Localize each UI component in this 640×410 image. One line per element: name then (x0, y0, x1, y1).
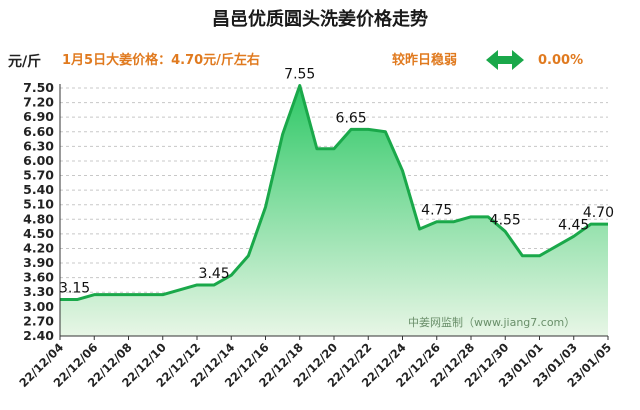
y-tick-label: 4.50 (23, 226, 54, 241)
y-tick-label: 6.90 (23, 109, 54, 124)
price-info-text: 1月5日大姜价格：4.70元/斤左右 (62, 52, 260, 68)
data-label: 4.55 (490, 212, 521, 228)
y-tick-label: 2.40 (23, 328, 54, 343)
price-area (60, 85, 608, 336)
data-labels: 3.15 3.45 7.55 6.65 4.75 4.55 4.454.70 (59, 67, 614, 297)
chart-title: 昌邑优质圆头洗姜价格走势 (212, 8, 428, 30)
change-percent: 0.00% (538, 53, 583, 68)
y-tick-label: 5.70 (23, 168, 54, 183)
data-label: 7.55 (284, 67, 315, 83)
y-tick-label: 2.70 (23, 313, 54, 328)
y-axis-ticks: 2.402.703.003.303.603.904.204.504.805.10… (23, 80, 54, 343)
compare-text: 较昨日稳弱 (392, 52, 457, 68)
y-tick-label: 6.00 (23, 153, 54, 168)
data-label: 4.70 (583, 205, 614, 221)
data-label: 4.45 (558, 217, 589, 233)
y-tick-label: 3.90 (23, 255, 54, 270)
x-axis-ticks: 22/12/0422/12/0622/12/0822/12/1022/12/12… (16, 336, 614, 390)
y-tick-label: 6.30 (23, 138, 54, 153)
price-line (60, 84, 608, 302)
data-label: 3.45 (199, 266, 230, 282)
y-tick-label: 3.00 (23, 299, 54, 314)
y-tick-label: 4.80 (23, 211, 54, 226)
y-tick-label: 4.20 (23, 240, 54, 255)
y-tick-label: 3.30 (23, 284, 54, 299)
y-tick-label: 6.60 (23, 124, 54, 139)
double-arrow-icon (486, 50, 524, 70)
y-tick-label: 7.20 (23, 95, 54, 110)
y-tick-label: 7.50 (23, 80, 54, 95)
y-axis-unit: 元/斤 (8, 53, 41, 70)
y-tick-label: 3.60 (23, 270, 54, 285)
watermark: 中姜网监制（www.jiang7.com） (408, 315, 575, 329)
y-tick-label: 5.40 (23, 182, 54, 197)
data-label: 6.65 (336, 110, 367, 126)
y-tick-label: 5.10 (23, 197, 54, 212)
data-label: 4.75 (421, 203, 452, 219)
data-label: 3.15 (59, 281, 90, 297)
